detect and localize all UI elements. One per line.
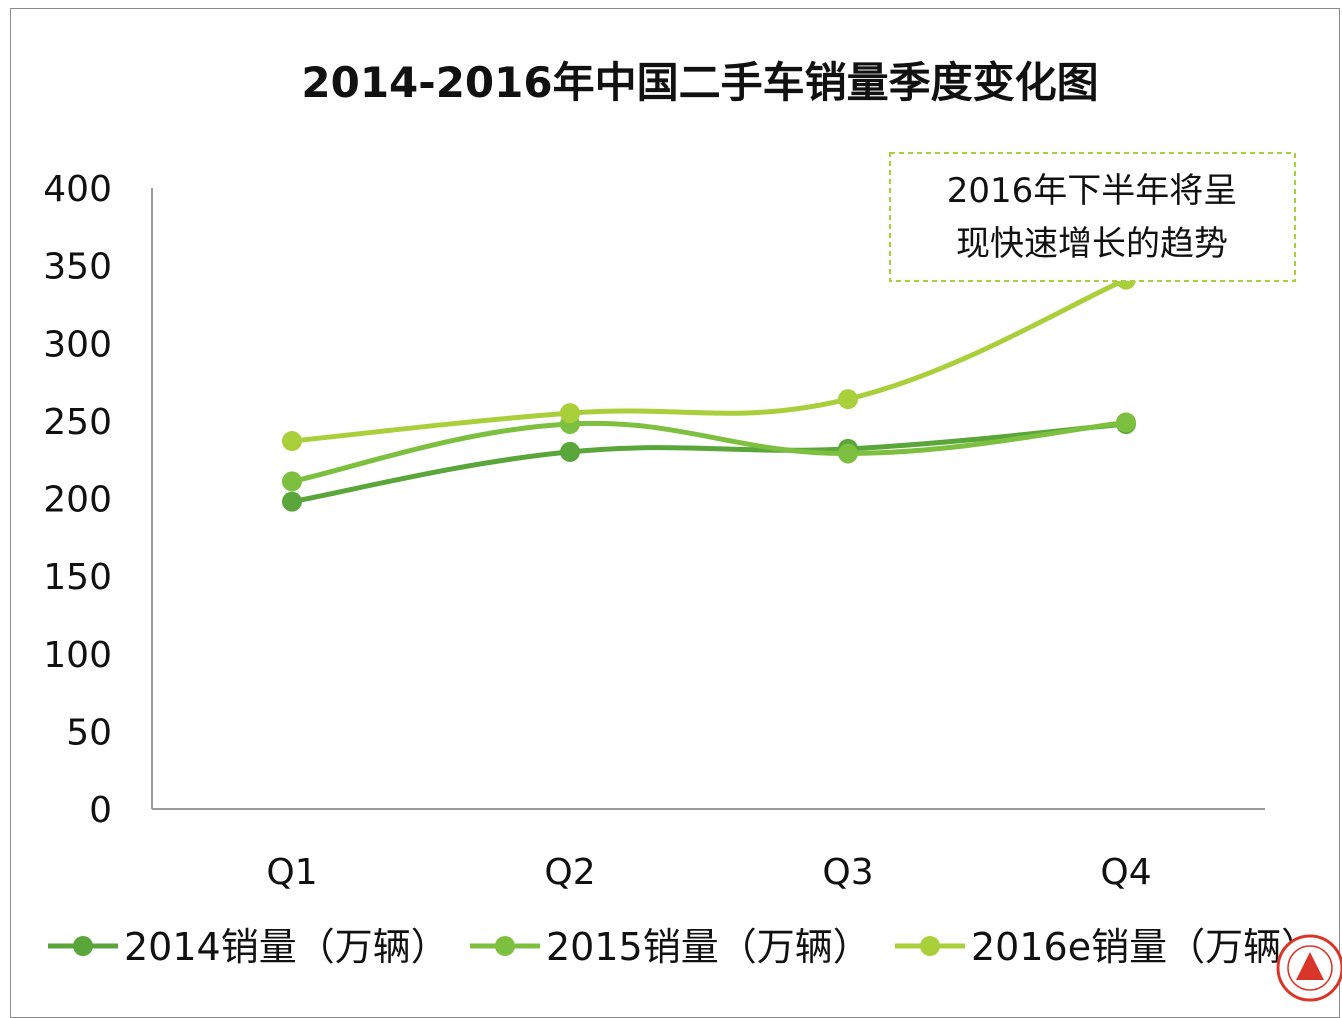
data-point bbox=[282, 471, 302, 492]
y-tick-label: 50 bbox=[66, 712, 112, 753]
legend-label: 2015销量（万辆） bbox=[546, 925, 871, 969]
data-point bbox=[560, 403, 580, 424]
y-tick-label: 100 bbox=[43, 635, 112, 676]
y-tick-label: 350 bbox=[43, 247, 112, 288]
data-point bbox=[1116, 412, 1136, 433]
y-tick-label: 0 bbox=[89, 790, 112, 831]
y-tick-label: 150 bbox=[43, 557, 112, 598]
legend-label: 2014销量（万辆） bbox=[124, 925, 449, 969]
x-tick-label: Q1 bbox=[266, 852, 317, 893]
annotation-line-2: 现快速增长的趋势 bbox=[956, 224, 1228, 264]
y-tick-label: 250 bbox=[43, 402, 112, 443]
x-tick-labels: Q1 Q2 Q3 Q4 bbox=[266, 852, 1151, 893]
legend: 2014销量（万辆） 2015销量（万辆） 2016e销量（万辆） bbox=[48, 925, 1319, 969]
x-tick-label: Q2 bbox=[544, 852, 595, 893]
series-line-1 bbox=[289, 421, 1129, 505]
legend-label: 2016e销量（万辆） bbox=[971, 925, 1319, 969]
series-line-3 bbox=[289, 277, 1129, 444]
legend-marker bbox=[920, 936, 940, 956]
data-point bbox=[282, 491, 302, 512]
data-point bbox=[838, 389, 858, 410]
annotation-box: 2016年下半年将呈 现快速增长的趋势 bbox=[889, 152, 1296, 282]
data-point bbox=[282, 431, 302, 452]
y-tick-labels: 0 50 100 150 200 250 300 350 400 bbox=[43, 169, 112, 831]
y-tick-label: 400 bbox=[43, 169, 112, 210]
chart-title: 2014-2016年中国二手车销量季度变化图 bbox=[301, 58, 1098, 107]
seal-stamp bbox=[1276, 934, 1342, 1002]
legend-marker bbox=[495, 936, 515, 956]
y-tick-label: 300 bbox=[43, 324, 112, 365]
data-point bbox=[838, 443, 858, 464]
legend-marker bbox=[73, 936, 93, 956]
x-tick-label: Q4 bbox=[1100, 852, 1151, 893]
annotation-line-1: 2016年下半年将呈 bbox=[947, 171, 1238, 211]
data-point bbox=[560, 441, 580, 462]
x-tick-label: Q3 bbox=[822, 852, 873, 893]
series-layer bbox=[282, 269, 1136, 512]
series-line-2 bbox=[289, 419, 1129, 484]
y-tick-label: 200 bbox=[43, 480, 112, 521]
